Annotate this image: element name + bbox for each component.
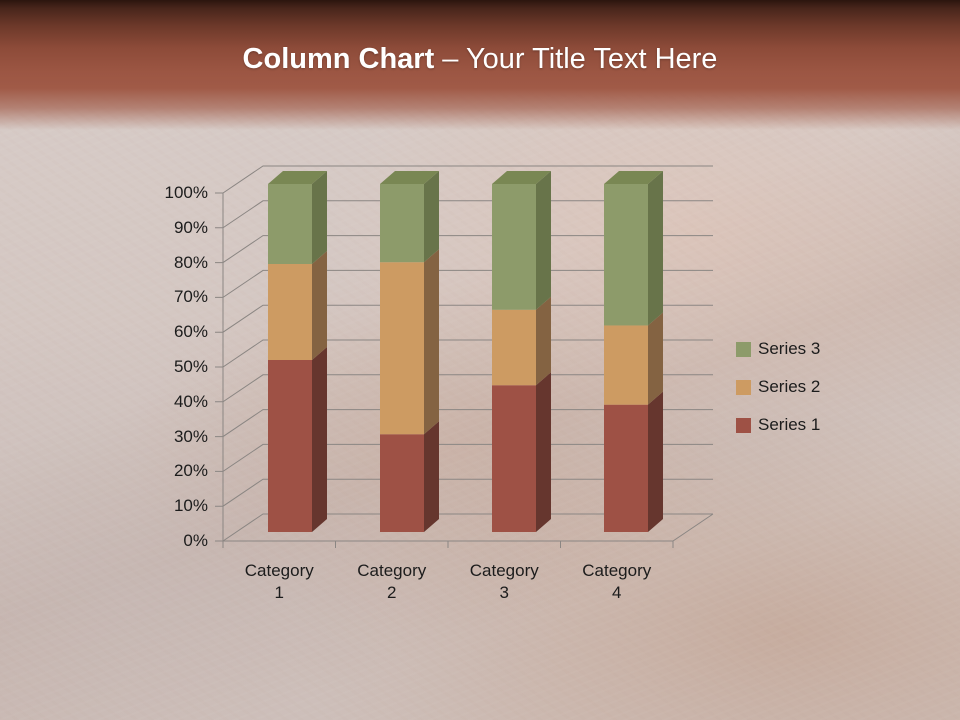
category-label: Category 4 <box>560 560 674 604</box>
bar-segment-series2-cat1 <box>268 264 312 360</box>
bar-side-series2-cat3 <box>536 296 551 386</box>
slide-title-subtitle: – Your Title Text Here <box>434 43 718 75</box>
bar-segment-series1-cat1 <box>268 360 312 532</box>
legend-item: Series 3 <box>736 330 820 368</box>
gridline <box>215 478 713 507</box>
value-axis-tick-label: 0% <box>183 531 208 550</box>
legend-label: Series 3 <box>758 339 821 358</box>
gridline <box>215 513 713 542</box>
gridline <box>215 200 713 229</box>
value-axis-tick-label: 90% <box>173 217 208 237</box>
slide-title: Column Chart – Your Title Text Here <box>0 42 960 76</box>
category-label-line: 4 <box>612 583 622 602</box>
bar-side-series1-cat1 <box>312 347 327 532</box>
bar-segment-series3-cat4 <box>604 184 648 326</box>
gridline <box>215 304 713 333</box>
value-axis-tick-label: 60% <box>173 322 208 342</box>
bar-top-cat1 <box>268 171 327 184</box>
value-axis-tick-label: 20% <box>173 461 208 481</box>
bar-top-cat4 <box>604 171 663 184</box>
bar-side-series1-cat4 <box>648 391 663 532</box>
bar-segment-series1-cat4 <box>604 404 648 532</box>
category-label: Category 2 <box>335 560 449 604</box>
value-axis-tick-label: 50% <box>173 357 208 376</box>
bar-top-cat3 <box>492 171 551 184</box>
gridline <box>215 374 713 403</box>
value-axis-tick-label: 10% <box>173 496 208 516</box>
category-label-line: 3 <box>499 583 509 602</box>
value-axis-tick-label: 40% <box>173 391 208 411</box>
bar-top-cat2 <box>380 171 439 184</box>
bar-side-series2-cat1 <box>312 251 327 360</box>
value-axis-tick-label: 70% <box>173 287 208 307</box>
gridline <box>215 165 713 194</box>
gridline <box>215 443 713 472</box>
bar-side-series2-cat4 <box>648 312 663 405</box>
legend-label: Series 2 <box>758 377 821 396</box>
chart-legend: Series 3 Series 2 Series 1 <box>736 330 820 444</box>
category-label-line: Category <box>244 561 314 580</box>
value-axis-tick-label: 30% <box>173 426 208 446</box>
bar-segment-series3-cat1 <box>268 184 312 264</box>
bar-segment-series1-cat2 <box>380 434 424 532</box>
bar-side-series1-cat2 <box>424 421 439 532</box>
category-label-line: 1 <box>274 583 284 602</box>
category-label-line: Category <box>582 561 652 580</box>
legend-swatch-icon <box>736 341 751 357</box>
bar-side-series1-cat3 <box>536 372 551 532</box>
gridline <box>215 409 713 438</box>
bar-segment-series3-cat2 <box>380 184 424 263</box>
legend-item: Series 2 <box>736 368 820 406</box>
bar-segment-series2-cat2 <box>380 262 424 435</box>
category-label-line: Category <box>357 561 427 580</box>
bar-side-series3-cat2 <box>424 171 439 263</box>
legend-item: Series 1 <box>736 406 820 444</box>
bar-segment-series3-cat3 <box>492 184 536 310</box>
category-label-line: 2 <box>387 583 397 602</box>
gridline <box>215 339 713 368</box>
bar-side-series2-cat2 <box>424 249 439 435</box>
bar-segment-series1-cat3 <box>492 385 536 532</box>
bar-side-series3-cat3 <box>536 171 551 310</box>
value-axis-tick-label: 100% <box>164 183 208 202</box>
bar-segment-series2-cat4 <box>604 325 648 405</box>
value-axis-tick-label: 80% <box>173 252 208 272</box>
bar-side-series3-cat1 <box>312 171 327 264</box>
bar-segment-series2-cat3 <box>492 309 536 386</box>
category-label: Category 3 <box>447 560 561 604</box>
title-band: Column Chart – Your Title Text Here <box>0 0 960 132</box>
legend-swatch-icon <box>736 379 751 395</box>
gridline <box>215 269 713 298</box>
category-label-line: Category <box>469 561 539 580</box>
legend-label: Series 1 <box>758 415 821 434</box>
slide-title-main: Column Chart <box>242 43 435 75</box>
legend-swatch-icon <box>736 417 751 433</box>
gridline <box>215 235 713 264</box>
category-label: Category 1 <box>222 560 336 604</box>
bar-side-series3-cat4 <box>648 171 663 326</box>
